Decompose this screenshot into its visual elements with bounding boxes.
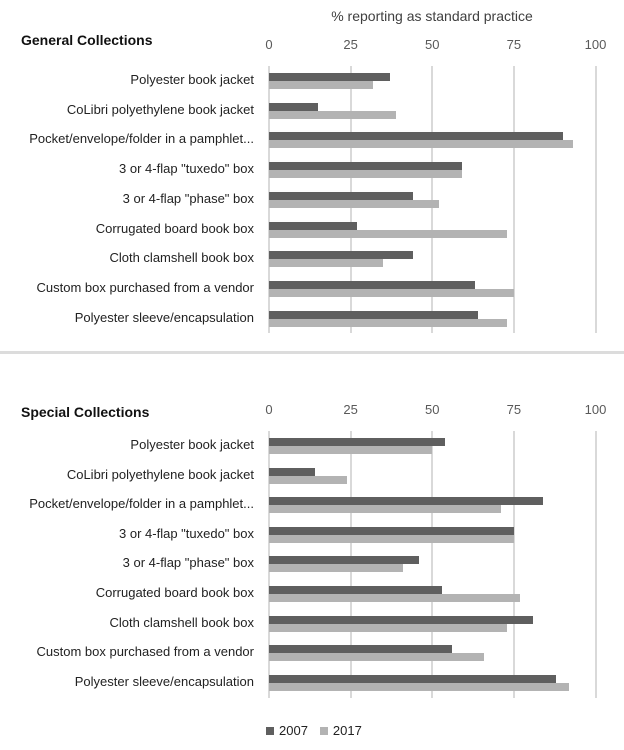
bar-2017: [269, 110, 397, 119]
category-label: 3 or 4-flap "tuxedo" box: [119, 161, 254, 177]
bar-2007: [269, 615, 534, 624]
bar-2017: [269, 653, 485, 662]
x-tick-label: 25: [343, 37, 358, 52]
category-label: Polyester sleeve/encapsulation: [74, 673, 254, 689]
bar-2007: [269, 191, 413, 200]
category-label: Corrugated board book box: [95, 585, 254, 600]
bar-2007: [269, 221, 358, 230]
x-tick-label: 0: [265, 37, 273, 52]
bar-2017: [269, 259, 384, 268]
bar-2007: [269, 438, 446, 446]
category-label: Cloth clamshell book box: [109, 250, 254, 266]
x-tick-label: 100: [584, 402, 607, 417]
gridline: [512, 431, 515, 698]
category-label: Polyester book jacket: [130, 72, 254, 87]
bar-2007: [269, 586, 443, 594]
bar-2017: [269, 81, 374, 89]
legend-label-2007: 2007: [279, 723, 308, 738]
category-label: Pocket/envelope/folder in a pamphlet...: [29, 131, 254, 147]
bar-2007: [269, 526, 514, 535]
bar-2007: [269, 280, 475, 289]
category-label: Pocket/envelope/folder in a pamphlet...: [29, 496, 254, 512]
legend: 2007 2017: [266, 723, 374, 738]
gridline: [431, 431, 434, 698]
x-tick-label: 50: [425, 37, 440, 52]
bar-2017: [269, 170, 462, 179]
category-label: 3 or 4-flap "phase" box: [122, 555, 254, 571]
category-label: 3 or 4-flap "phase" box: [122, 190, 254, 206]
category-label: Corrugated board book box: [95, 220, 254, 236]
bar-2007: [269, 73, 390, 81]
x-tick-label: 75: [506, 37, 522, 52]
bar-2017: [269, 288, 514, 297]
x-tick-label: 100: [584, 37, 607, 52]
bar-2007: [269, 132, 563, 141]
bar-2007: [269, 497, 544, 506]
bar-2017: [269, 318, 508, 327]
legend-swatch-2017: [319, 726, 328, 735]
bar-2007: [269, 162, 462, 171]
bar-2007: [269, 645, 452, 654]
gridline: [594, 66, 597, 333]
axis-title: % reporting as standard practice: [331, 8, 533, 24]
gridline: [431, 66, 434, 333]
bar-2017: [269, 229, 508, 238]
bar-2007: [269, 251, 413, 260]
bar-2007: [269, 556, 420, 565]
category-label: Cloth clamshell book box: [109, 614, 254, 630]
x-tick-label: 0: [265, 402, 273, 417]
category-label: Custom box purchased from a vendor: [36, 279, 255, 295]
x-tick-label: 75: [506, 402, 522, 417]
general-collections-title: General Collections: [21, 32, 153, 48]
bar-2017: [269, 446, 433, 454]
bar-2007: [269, 310, 478, 319]
legend-label-2017: 2017: [332, 723, 362, 738]
bar-2007: [269, 467, 315, 476]
section-divider: [0, 351, 624, 354]
bar-2017: [269, 682, 570, 691]
bar-2007: [269, 674, 557, 683]
category-label: Polyester sleeve/encapsulation: [74, 309, 254, 325]
x-tick-label: 50: [425, 402, 440, 417]
bar-2007: [269, 102, 318, 111]
category-label: 3 or 4-flap "tuxedo" box: [119, 525, 254, 541]
bar-2017: [269, 594, 521, 602]
bar-2017: [269, 199, 439, 208]
category-label: CoLibri polyethylene book jacket: [66, 466, 254, 482]
x-tick-label: 25: [343, 402, 358, 417]
category-label: CoLibri polyethylene book jacket: [66, 101, 254, 117]
legend-item-2007: 2007: [266, 723, 308, 738]
bar-2017: [269, 140, 573, 149]
bar-2017: [269, 505, 501, 514]
legend-item-2017: 2017: [319, 723, 362, 738]
gridline: [512, 66, 515, 333]
special-collections-title: Special Collections: [21, 404, 150, 420]
bar-2017: [269, 475, 348, 484]
category-label: Custom box purchased from a vendor: [36, 644, 255, 660]
gridline: [594, 431, 597, 698]
bar-2017: [269, 564, 403, 573]
category-label: Polyester book jacket: [130, 437, 254, 452]
bar-2017: [269, 623, 508, 632]
legend-swatch-2007: [266, 726, 274, 735]
bar-2017: [269, 534, 514, 543]
